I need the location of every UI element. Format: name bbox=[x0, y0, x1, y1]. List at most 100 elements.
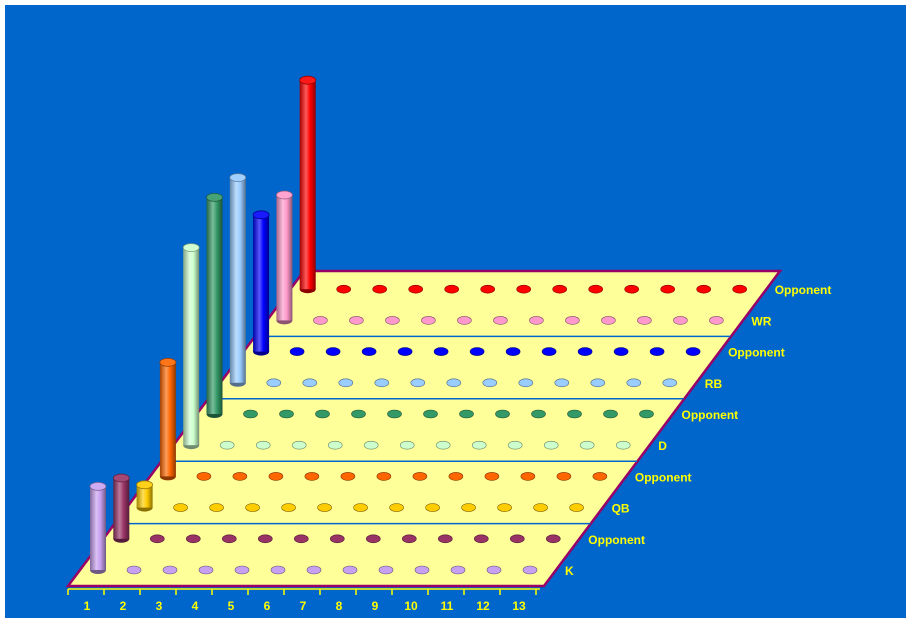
bar-marker bbox=[414, 565, 430, 575]
bar-marker bbox=[410, 378, 426, 388]
bar-marker bbox=[543, 440, 559, 450]
bar-marker bbox=[363, 440, 379, 450]
bar-marker bbox=[425, 503, 440, 512]
bar-marker bbox=[421, 316, 436, 325]
bar-marker bbox=[588, 284, 604, 294]
bar-marker bbox=[673, 316, 688, 325]
bar bbox=[206, 192, 223, 418]
bar-marker bbox=[579, 440, 595, 450]
x-tick-label: 8 bbox=[336, 599, 343, 613]
bar-marker bbox=[495, 409, 510, 419]
bar-marker bbox=[313, 316, 328, 325]
bar-marker bbox=[162, 565, 178, 575]
bar-marker bbox=[173, 503, 188, 512]
bar-marker bbox=[531, 409, 546, 419]
bar-marker bbox=[639, 409, 654, 419]
bar-marker bbox=[473, 534, 489, 544]
bar-marker bbox=[389, 503, 404, 512]
bar bbox=[275, 190, 293, 325]
bar bbox=[89, 481, 107, 574]
bar bbox=[252, 210, 270, 356]
bar-marker bbox=[338, 378, 354, 388]
series-label: Opponent bbox=[682, 408, 739, 422]
series-label: Opponent bbox=[635, 470, 692, 484]
bar-marker bbox=[306, 565, 322, 575]
series-label: WR bbox=[751, 314, 771, 328]
bar-marker bbox=[361, 347, 377, 356]
x-tick-label: 7 bbox=[300, 599, 307, 613]
bar-marker bbox=[399, 440, 415, 450]
bar-marker bbox=[289, 347, 305, 356]
bar-marker bbox=[554, 378, 570, 388]
series-label: Opponent bbox=[775, 283, 832, 297]
bar-marker bbox=[533, 503, 548, 512]
bar-marker bbox=[222, 534, 237, 544]
bar-marker bbox=[327, 440, 343, 450]
bar-marker bbox=[374, 378, 390, 388]
bar-marker bbox=[497, 503, 512, 512]
bar-marker bbox=[433, 347, 449, 356]
bar-marker bbox=[613, 347, 629, 356]
bar-marker bbox=[444, 284, 460, 294]
bar-marker bbox=[317, 503, 332, 512]
bar-marker bbox=[255, 440, 271, 450]
bar-marker bbox=[234, 565, 250, 575]
bar-marker bbox=[662, 378, 678, 388]
bar-marker bbox=[291, 440, 307, 450]
bar-marker bbox=[351, 409, 366, 419]
bar bbox=[136, 480, 154, 512]
bar-marker bbox=[385, 316, 400, 325]
bar-marker bbox=[577, 347, 593, 356]
bar-marker bbox=[126, 565, 142, 575]
bar-marker bbox=[469, 347, 485, 356]
bar-marker bbox=[471, 440, 487, 450]
bar-marker bbox=[450, 565, 466, 575]
bar-marker bbox=[660, 284, 676, 294]
bar-marker bbox=[401, 534, 417, 544]
series-label: RB bbox=[705, 377, 723, 391]
bar-marker bbox=[545, 534, 561, 544]
x-tick-label: 2 bbox=[120, 599, 127, 613]
bar-marker bbox=[435, 440, 451, 450]
bar-marker bbox=[505, 347, 521, 356]
bar-marker bbox=[522, 565, 538, 575]
bar-marker bbox=[423, 409, 438, 419]
bar bbox=[182, 243, 200, 450]
bar-marker bbox=[603, 409, 618, 419]
bar-marker bbox=[437, 534, 453, 544]
bar-marker bbox=[365, 534, 381, 544]
bar-marker bbox=[281, 503, 296, 512]
bar-marker bbox=[520, 472, 536, 481]
bar-marker bbox=[709, 316, 724, 325]
bar-marker bbox=[372, 284, 388, 294]
series-label: D bbox=[658, 439, 667, 453]
bar-marker bbox=[484, 472, 500, 481]
bar-marker bbox=[376, 472, 392, 481]
bar-marker bbox=[529, 316, 544, 325]
bar-marker bbox=[408, 284, 424, 294]
bar-marker bbox=[243, 409, 258, 419]
bar-marker bbox=[685, 347, 701, 356]
bar-marker bbox=[615, 440, 631, 450]
bar-marker bbox=[482, 378, 498, 388]
bar-marker bbox=[293, 534, 309, 544]
bar-marker bbox=[198, 565, 214, 575]
bar-marker bbox=[624, 284, 640, 294]
bar-marker bbox=[601, 316, 616, 325]
bar-marker bbox=[461, 503, 476, 512]
series-label: K bbox=[565, 564, 574, 578]
bar-marker bbox=[270, 565, 286, 575]
bar-marker bbox=[397, 347, 413, 356]
bar-marker bbox=[457, 316, 472, 325]
bar-marker bbox=[266, 378, 282, 388]
bar-marker bbox=[219, 440, 235, 450]
x-tick-label: 10 bbox=[404, 599, 418, 613]
bar-marker bbox=[480, 284, 496, 294]
x-tick-label: 1 bbox=[84, 599, 91, 613]
bar-marker bbox=[507, 440, 523, 450]
bar-marker bbox=[493, 316, 508, 325]
bar-marker bbox=[329, 534, 345, 544]
bar-marker bbox=[349, 316, 364, 325]
bar-marker bbox=[569, 503, 584, 512]
